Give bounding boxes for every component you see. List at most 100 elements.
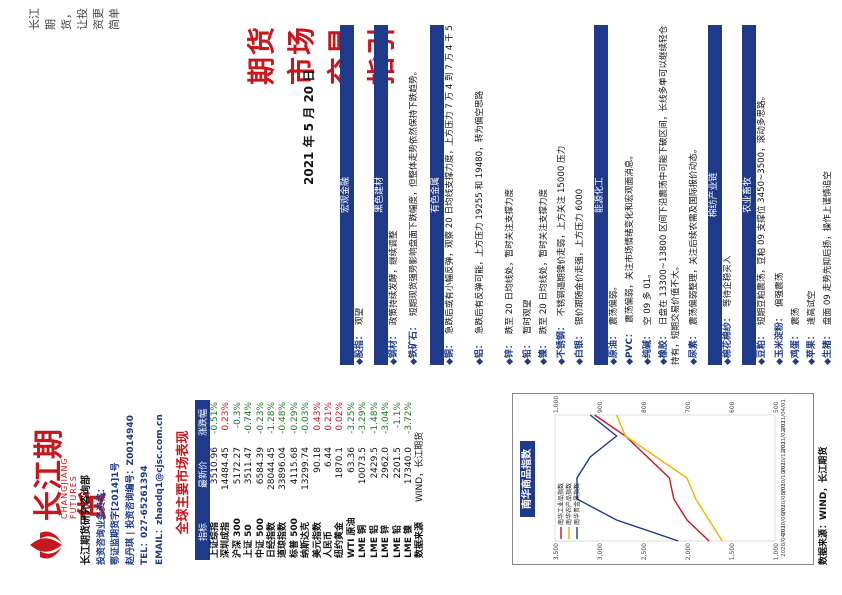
indicator-change: 0.02% [335, 402, 346, 431]
table-row: LME 锌 2962.0 -3.04% [381, 400, 392, 560]
item-text: 政策持续发酵，继续调整 [389, 230, 399, 326]
right-tick-label: 800 [641, 401, 648, 413]
left-tick-label: 3,500 [553, 543, 560, 560]
table-row: 美元指数 90.18 0.43% [313, 400, 324, 560]
indicator-change: -0.74% [244, 402, 255, 434]
indicator-value: 4115.68 [289, 447, 300, 485]
indicator-name: 标普 500 [289, 518, 300, 558]
table-row: 中证 500 6584.39 -0.23% [256, 400, 267, 560]
guide-item: ◆橡胶：日盘在 13300~13800 区间下沿震荡中可能下破区间，长线多单可以… [658, 25, 688, 365]
item-text: 震荡偏弱。 [609, 282, 619, 326]
indicator-name: 人民币 [324, 530, 335, 558]
indicator-value: 1870.1 [335, 447, 346, 479]
left-tick-label: 1,000 [773, 543, 780, 560]
guide-item: ◆铝： 急跌后有反弹可能，上方压力 19255 和 19480，转为偏空思路 [474, 25, 504, 365]
guide-item: ◆铅： 暂时观望 [522, 25, 538, 365]
item-text: 跌至 20 日均线处，暂时关注支撑力度 [539, 188, 549, 335]
left-tick-label: 2,500 [641, 543, 648, 560]
research-heading: 长江期货研究咨询部 [81, 475, 92, 565]
table-row: 上证 50 3511.47 -0.74% [244, 400, 255, 560]
indicator-change: -0.29% [289, 402, 300, 434]
item-text: 震荡 [791, 307, 801, 326]
indicator-value: 28044.45 [267, 447, 278, 490]
indicator-name: 美元指数 [312, 521, 323, 558]
indicator-change: -3.72% [403, 402, 414, 434]
section-header: 有色金属 [430, 25, 444, 365]
guide-item: ◆棉花棉纱： 等待企稳买入 [722, 25, 740, 366]
indicator-change: 0.23% [221, 402, 232, 431]
col-header: 涨跌幅 [195, 400, 210, 446]
indicator-value: WIND，长江期货 [415, 431, 426, 503]
indicator-name: 深圳成指 [221, 521, 232, 558]
guide-item: ◆纯碱： 空 09 多 01。 [642, 25, 658, 365]
section-header: 棉纺产业链 [708, 25, 722, 365]
table-row: 日经指数 28044.45 -1.28% [267, 400, 278, 560]
guide-item: ◆钢材： 政策持续发酵，继续调整 [388, 25, 408, 365]
item-label: ◆尿素： [689, 331, 699, 365]
indicator-name: LME 镍 [403, 525, 414, 558]
chart-source: 数据来源：WIND，长江期货 [819, 446, 829, 565]
flame-logo-icon [30, 531, 62, 559]
indicator-change: -1.28% [267, 402, 278, 434]
x-tick-label: 2020/06/01 [781, 504, 787, 536]
nanhua-index-chart: 1,000 1,500 2,000 2,500 3,000 3,500 500 600 700 8… [553, 396, 787, 561]
guide-item: ◆玉米淀粉： 偏强震荡 [774, 25, 790, 365]
chart-title: 南华商品指数 [518, 393, 535, 565]
right-tick-label: 600 [729, 401, 736, 413]
x-tick-label: 2020/04/01 [781, 525, 787, 557]
table-row: WTI 原油 63.36 -3.25% [347, 400, 358, 560]
indicator-change: -0.51% [210, 402, 220, 434]
left-tick-label: 2,000 [685, 543, 692, 560]
item-label: ◆苹果： [807, 331, 817, 365]
series-line [594, 414, 710, 542]
chart-title-text: 南华商品指数 [520, 441, 535, 517]
x-tick-label: 2020/10/01 [781, 462, 787, 494]
indicator-value: 13299.74 [301, 447, 312, 490]
section-header: 能源化工 [594, 25, 608, 365]
series-line [576, 414, 679, 542]
legend-label: 南华贵金属指数 [573, 483, 581, 525]
research-line: 鄂证监期货字[2014]1号 [111, 462, 121, 565]
series-line [615, 414, 723, 542]
indicator-change: -0.3% [232, 402, 243, 429]
table-row: 纽约黄金 1870.1 0.02% [335, 400, 346, 560]
indicator-value: 6584.39 [255, 447, 266, 485]
right-tick-label: 1,000 [553, 396, 560, 413]
indicator-value: 33896.04 [278, 447, 289, 490]
guide-item: ◆不锈钢： 不锈钢逼期镍价走弱，上方关注 15000 压力 [556, 25, 574, 365]
item-label: ◆铁矿石： [409, 322, 419, 365]
item-text: 不锈钢逼期镍价走弱，上方关注 15000 压力 [557, 145, 567, 317]
indicator-value: 10073.5 [358, 447, 369, 485]
table-row: 沪深 300 5172.27 -0.3% [233, 400, 244, 560]
indicator-value: 3511.47 [244, 447, 255, 485]
indicator-value: 90.18 [312, 447, 323, 473]
indicator-name: 道琼指数 [278, 521, 289, 558]
table-row: 数据来源 WIND，长江期货 [415, 400, 426, 560]
item-text: 等待企稳买入 [723, 255, 733, 308]
report-date: 2021 年 5 月 20 日 [302, 69, 316, 185]
research-line: 投资咨询业务资格： [96, 483, 107, 565]
indicator-change: 0.43% [312, 402, 323, 431]
indicator-name: 中证 500 [255, 518, 266, 558]
guide-item: ◆原油： 震荡偏弱。 [608, 25, 624, 365]
table-row: 标普 500 4115.68 -0.29% [290, 400, 301, 560]
indicator-name: 纳斯达克 [301, 521, 312, 558]
right-tick-label: 700 [685, 401, 692, 413]
indicator-name: LME 锌 [381, 525, 392, 558]
x-tick-label: 2021/04/01 [781, 399, 787, 431]
indicator-change: -1.1% [392, 402, 403, 429]
item-text: 急跌后有反弹可能，上方压力 19255 和 19480，转为偏空思路 [475, 90, 485, 335]
guide-item: ◆铁矿石： 短期现货强势影响盘面下跌幅度，但整体走势依然保持下跌趋势。 [408, 25, 428, 365]
guide-item: ◆铜： 急跌后或有小幅反弹，观察 20 日均线支撑力度，上方压力 7 万 4 到 … [444, 25, 474, 365]
research-info: 长江期货研究咨询部 投资咨询业务资格： 鄂证监期货字[2014]1号 赵丹琪 |… [80, 395, 167, 565]
market-table: 指标 最新价 涨跌幅 上证综指 3510.96 -0.51% 深圳成指 14484.45… [195, 400, 427, 560]
table-row: 上证综指 3510.96 -0.51% [210, 400, 221, 560]
item-text: 急跌后或有小幅反弹，观察 20 日均线支撑力度，上方压力 7 万 4 到 7 万… [445, 25, 455, 335]
indicator-name: LME 铅 [392, 525, 403, 558]
section-header: 农业畜牧 [742, 25, 756, 365]
item-text: 盘面 09 走势先抑后扬，操作上谨慎追空 [823, 171, 833, 326]
brand-name-en: CHANGJIANG FUTURES [60, 457, 78, 519]
col-header: 最新价 [195, 445, 210, 505]
col-header: 指标 [195, 504, 210, 560]
